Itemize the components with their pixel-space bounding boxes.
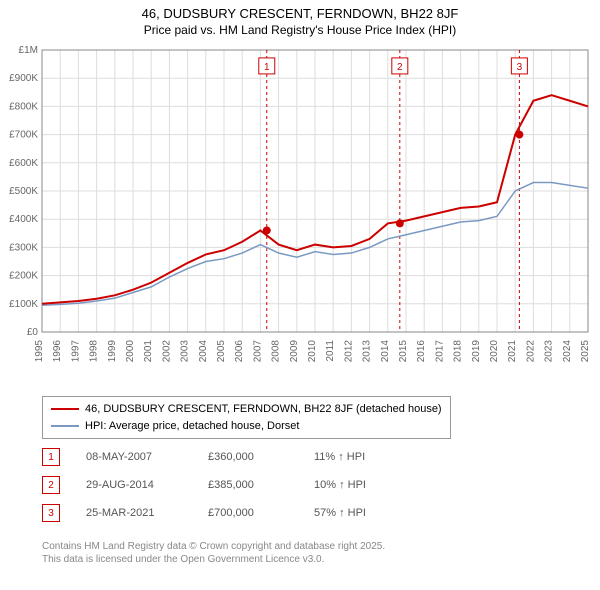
sale-pct-1: 11% ↑ HPI bbox=[314, 451, 404, 463]
sale-row-1: 1 08-MAY-2007 £360,000 11% ↑ HPI bbox=[42, 446, 404, 468]
sale-date-3: 25-MAR-2021 bbox=[86, 507, 182, 519]
svg-text:1998: 1998 bbox=[89, 340, 100, 363]
chart-area: £0 £100K £200K £300K £400K £500K £600K £700K £80… bbox=[0, 44, 600, 384]
svg-text:2014: 2014 bbox=[380, 340, 391, 363]
footnote-line-1: Contains HM Land Registry data © Crown c… bbox=[42, 540, 385, 553]
svg-text:2009: 2009 bbox=[289, 340, 300, 363]
chart-svg: £0 £100K £200K £300K £400K £500K £600K £700K £80… bbox=[0, 44, 600, 384]
svg-text:2002: 2002 bbox=[161, 340, 172, 363]
svg-text:£300K: £300K bbox=[9, 242, 38, 253]
title-line-1: 46, DUDSBURY CRESCENT, FERNDOWN, BH22 8J… bbox=[0, 6, 600, 21]
sale-pct-3: 57% ↑ HPI bbox=[314, 507, 404, 519]
svg-text:£0: £0 bbox=[27, 327, 39, 338]
sale-row-3: 3 25-MAR-2021 £700,000 57% ↑ HPI bbox=[42, 502, 404, 524]
legend: 46, DUDSBURY CRESCENT, FERNDOWN, BH22 8J… bbox=[42, 396, 451, 439]
svg-text:£1M: £1M bbox=[19, 45, 38, 56]
svg-text:£400K: £400K bbox=[9, 214, 38, 225]
sale-row-2: 2 29-AUG-2014 £385,000 10% ↑ HPI bbox=[42, 474, 404, 496]
svg-text:£900K: £900K bbox=[9, 73, 38, 84]
svg-text:2020: 2020 bbox=[489, 340, 500, 363]
legend-swatch-property bbox=[51, 408, 79, 410]
svg-text:£600K: £600K bbox=[9, 158, 38, 169]
sale-ref-box-1: 1 bbox=[42, 448, 60, 466]
svg-text:1995: 1995 bbox=[34, 340, 45, 363]
svg-text:2010: 2010 bbox=[307, 340, 318, 363]
legend-label-hpi: HPI: Average price, detached house, Dors… bbox=[85, 418, 299, 435]
sales-table: 1 08-MAY-2007 £360,000 11% ↑ HPI 2 29-AU… bbox=[42, 446, 404, 530]
svg-text:2007: 2007 bbox=[252, 340, 263, 363]
svg-text:2003: 2003 bbox=[180, 340, 191, 363]
sale-price-1: £360,000 bbox=[208, 451, 288, 463]
svg-text:2: 2 bbox=[397, 62, 403, 73]
sale-ref-box-3: 3 bbox=[42, 504, 60, 522]
chart-container: 46, DUDSBURY CRESCENT, FERNDOWN, BH22 8J… bbox=[0, 0, 600, 590]
svg-text:2013: 2013 bbox=[362, 340, 373, 363]
svg-text:2006: 2006 bbox=[234, 340, 245, 363]
legend-row-property: 46, DUDSBURY CRESCENT, FERNDOWN, BH22 8J… bbox=[51, 401, 442, 418]
svg-text:2019: 2019 bbox=[471, 340, 482, 363]
svg-text:2017: 2017 bbox=[434, 340, 445, 363]
svg-text:2000: 2000 bbox=[125, 340, 136, 363]
svg-text:1996: 1996 bbox=[52, 340, 63, 363]
svg-text:2025: 2025 bbox=[580, 340, 591, 363]
svg-text:3: 3 bbox=[517, 62, 523, 73]
svg-text:2004: 2004 bbox=[198, 340, 209, 363]
footnote-line-2: This data is licensed under the Open Gov… bbox=[42, 553, 385, 566]
svg-text:2018: 2018 bbox=[453, 340, 464, 363]
svg-text:1: 1 bbox=[264, 62, 270, 73]
svg-text:£800K: £800K bbox=[9, 101, 38, 112]
svg-text:2016: 2016 bbox=[416, 340, 427, 363]
svg-text:1999: 1999 bbox=[107, 340, 118, 363]
svg-text:2023: 2023 bbox=[544, 340, 555, 363]
legend-label-property: 46, DUDSBURY CRESCENT, FERNDOWN, BH22 8J… bbox=[85, 401, 442, 418]
svg-text:2024: 2024 bbox=[562, 340, 573, 363]
svg-text:2008: 2008 bbox=[271, 340, 282, 363]
svg-text:2001: 2001 bbox=[143, 340, 154, 363]
svg-text:2005: 2005 bbox=[216, 340, 227, 363]
svg-text:2015: 2015 bbox=[398, 340, 409, 363]
sale-date-2: 29-AUG-2014 bbox=[86, 479, 182, 491]
sale-price-3: £700,000 bbox=[208, 507, 288, 519]
title-block: 46, DUDSBURY CRESCENT, FERNDOWN, BH22 8J… bbox=[0, 0, 600, 37]
svg-text:2011: 2011 bbox=[325, 340, 336, 362]
legend-row-hpi: HPI: Average price, detached house, Dors… bbox=[51, 418, 442, 435]
svg-text:£100K: £100K bbox=[9, 299, 38, 310]
svg-text:£200K: £200K bbox=[9, 271, 38, 282]
svg-text:2022: 2022 bbox=[525, 340, 536, 363]
sale-ref-box-2: 2 bbox=[42, 476, 60, 494]
svg-text:£700K: £700K bbox=[9, 130, 38, 141]
svg-text:2012: 2012 bbox=[343, 340, 354, 363]
footnote: Contains HM Land Registry data © Crown c… bbox=[42, 540, 385, 566]
svg-text:£500K: £500K bbox=[9, 186, 38, 197]
sale-price-2: £385,000 bbox=[208, 479, 288, 491]
legend-swatch-hpi bbox=[51, 425, 79, 427]
sale-pct-2: 10% ↑ HPI bbox=[314, 479, 404, 491]
svg-text:1997: 1997 bbox=[70, 340, 81, 363]
title-line-2: Price paid vs. HM Land Registry's House … bbox=[0, 23, 600, 37]
sale-date-1: 08-MAY-2007 bbox=[86, 451, 182, 463]
svg-text:2021: 2021 bbox=[507, 340, 518, 363]
